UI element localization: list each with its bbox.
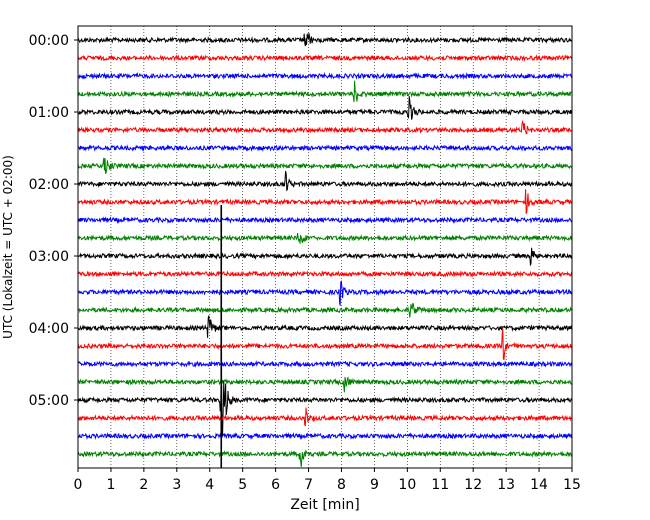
trace-0030 <box>77 71 573 80</box>
y-tick-label: 02:00 <box>29 177 69 193</box>
y-tick-label: 05:00 <box>29 393 69 409</box>
trace-0415 <box>77 328 572 360</box>
trace-0215 <box>77 189 573 214</box>
plot-frame <box>77 25 573 469</box>
trace-0045 <box>77 80 572 103</box>
trace-0100 <box>77 96 573 120</box>
trace-0430 <box>77 360 573 368</box>
trace-0315 <box>77 270 573 278</box>
x-tick-label: 11 <box>431 477 449 493</box>
trace-0515 <box>77 407 573 427</box>
trace-0015 <box>77 54 573 63</box>
trace-0245 <box>77 232 573 244</box>
x-tick-label: 0 <box>74 477 83 493</box>
trace-0000 <box>77 32 572 47</box>
x-tick-label: 13 <box>497 477 515 493</box>
trace-0115 <box>77 119 573 135</box>
y-tick-label: 00:00 <box>29 33 69 49</box>
x-tick-label: 2 <box>139 477 148 493</box>
trace-0330 <box>77 280 572 306</box>
trace-0130 <box>77 144 573 152</box>
x-tick-label: 1 <box>106 477 115 493</box>
trace-0530 <box>77 432 573 441</box>
x-tick-label: 8 <box>337 477 346 493</box>
trace-0400 <box>77 315 573 338</box>
x-tick-label: 4 <box>205 477 214 493</box>
trace-0145 <box>77 157 572 174</box>
trace-0300 <box>77 247 573 267</box>
x-tick-label: 14 <box>530 477 548 493</box>
trace-0230 <box>77 216 573 225</box>
x-tick-label: 7 <box>304 477 313 493</box>
x-axis-label: Zeit [min] <box>290 497 359 513</box>
y-axis-ticks: 00:00 01:00 02:00 03:00 04:00 05:00 <box>29 33 78 409</box>
trace-0445 <box>77 376 573 393</box>
seismic-traces <box>77 32 573 467</box>
y-tick-label: 03:00 <box>29 249 69 265</box>
x-tick-label: 10 <box>398 477 416 493</box>
trace-0200 <box>77 170 573 192</box>
x-axis-ticks: 0 1 2 3 4 5 6 7 8 9 10 11 12 13 14 15 <box>74 468 581 493</box>
y-tick-label: 01:00 <box>29 105 69 121</box>
trace-0345 <box>77 302 572 318</box>
x-tick-label: 5 <box>238 477 247 493</box>
x-tick-label: 3 <box>172 477 181 493</box>
x-tick-label: 9 <box>370 477 379 493</box>
x-tick-label: 6 <box>271 477 280 493</box>
x-tick-label: 15 <box>563 477 581 493</box>
y-tick-label: 04:00 <box>29 321 69 337</box>
x-tick-label: 12 <box>464 477 482 493</box>
y-axis-label: UTC (Lokalzeit = UTC + 02:00) <box>1 155 15 339</box>
trace-0500 <box>77 348 572 438</box>
trace-0545 <box>77 449 573 467</box>
